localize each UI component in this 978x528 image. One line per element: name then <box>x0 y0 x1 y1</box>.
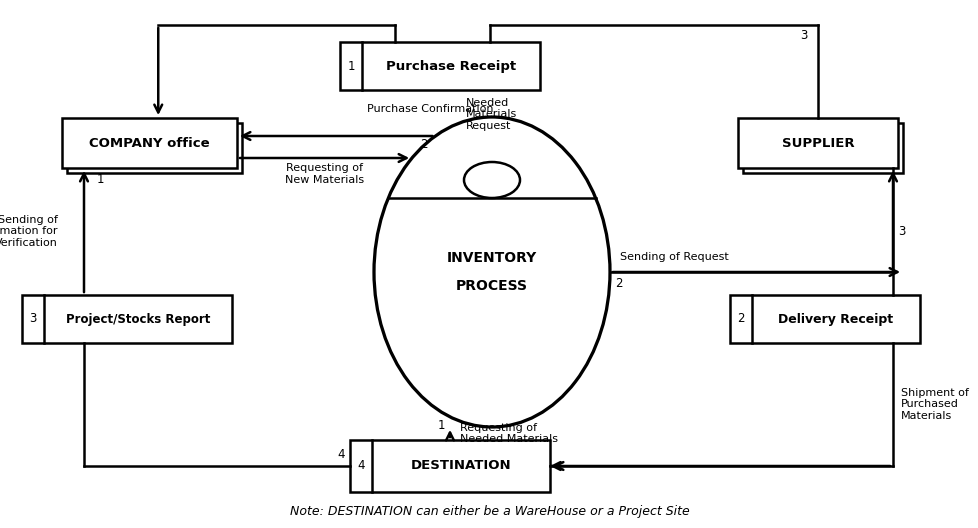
Text: 1: 1 <box>437 419 445 432</box>
Text: INVENTORY: INVENTORY <box>446 251 537 265</box>
Text: Delivery Receipt: Delivery Receipt <box>778 313 893 325</box>
Text: Shipment of
Purchased
Materials: Shipment of Purchased Materials <box>900 388 968 421</box>
Bar <box>350 440 550 492</box>
Text: 2: 2 <box>420 138 427 151</box>
Ellipse shape <box>374 117 609 427</box>
Text: 3: 3 <box>897 225 905 238</box>
Text: Purchase Receipt: Purchase Receipt <box>385 60 515 72</box>
Bar <box>742 123 902 173</box>
Text: Requesting of
Needed Materials: Requesting of Needed Materials <box>460 423 557 444</box>
Bar <box>339 42 540 90</box>
Text: 3: 3 <box>29 313 36 325</box>
Text: Sending of Request: Sending of Request <box>619 252 728 262</box>
Bar <box>737 118 897 168</box>
Text: 4: 4 <box>357 459 365 473</box>
Text: 3: 3 <box>800 29 807 42</box>
Text: 4: 4 <box>337 448 344 461</box>
Text: Project/Stocks Report: Project/Stocks Report <box>66 313 210 325</box>
Text: DESTINATION: DESTINATION <box>410 459 511 473</box>
Text: PROCESS: PROCESS <box>456 279 527 293</box>
Text: 2: 2 <box>736 313 744 325</box>
Ellipse shape <box>464 162 519 198</box>
Text: COMPANY office: COMPANY office <box>89 137 209 149</box>
Text: 2: 2 <box>614 277 622 290</box>
Text: 1: 1 <box>97 173 105 186</box>
Text: Needed
Materials
Request: Needed Materials Request <box>465 98 516 131</box>
Bar <box>67 123 242 173</box>
Text: 1: 1 <box>347 60 354 72</box>
Bar <box>22 295 232 343</box>
Text: Purchase Confirmation: Purchase Confirmation <box>367 104 493 114</box>
Bar <box>730 295 919 343</box>
Bar <box>62 118 237 168</box>
Text: Note: DESTINATION can either be a WareHouse or a Project Site: Note: DESTINATION can either be a WareHo… <box>289 505 689 518</box>
Text: SUPPLIER: SUPPLIER <box>780 137 854 149</box>
Text: Sending of
Information for
Verification: Sending of Information for Verification <box>0 215 58 248</box>
Text: Requesting of
New Materials: Requesting of New Materials <box>285 163 364 185</box>
